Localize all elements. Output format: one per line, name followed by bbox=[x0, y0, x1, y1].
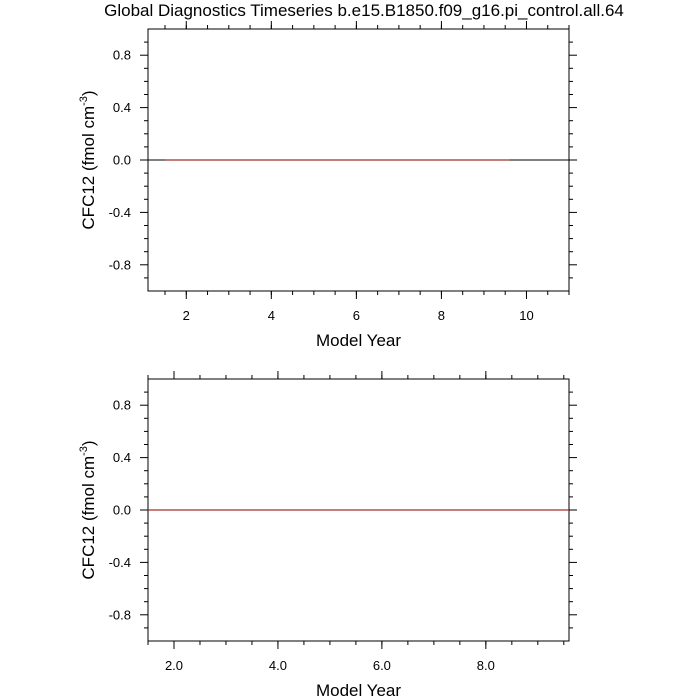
y-tick-label: -0.4 bbox=[109, 205, 131, 220]
y-tick-label: -0.4 bbox=[109, 555, 131, 570]
y-axis-title-main: CFC12 (fmol cm bbox=[79, 106, 98, 230]
y-axis-title-close: ) bbox=[79, 90, 98, 96]
y-tick-label: 0.4 bbox=[113, 450, 131, 465]
x-tick-label: 8 bbox=[438, 308, 445, 323]
y-tick-label: -0.8 bbox=[109, 257, 131, 272]
x-tick-label: 10 bbox=[519, 308, 533, 323]
x-axis-title: Model Year bbox=[316, 681, 401, 700]
y-axis-title-close: ) bbox=[79, 440, 98, 446]
y-tick-label: 0.0 bbox=[113, 153, 131, 168]
x-tick-label: 4.0 bbox=[269, 658, 287, 673]
y-axis-title-superscript: -3 bbox=[78, 96, 90, 106]
y-axis-title-main: CFC12 (fmol cm bbox=[79, 456, 98, 580]
y-axis-title: CFC12 (fmol cm-3) bbox=[78, 90, 98, 229]
chart-panel-2: 0.8 0.4 0.0 -0.4 -0.8 2.0 4.0 6.0 8.0 Model Year C… bbox=[78, 371, 577, 700]
chart-panel-1: 0.8 0.4 0.0 -0.4 -0.8 2 4 6 8 10 Model Year CFC12 (… bbox=[78, 21, 577, 350]
y-tick-label: 0.8 bbox=[113, 398, 131, 413]
x-tick-label: 6.0 bbox=[373, 658, 391, 673]
page-title: Global Diagnostics Timeseries b.e15.B185… bbox=[104, 1, 624, 20]
x-tick-label: 4 bbox=[268, 308, 275, 323]
x-tick-label: 8.0 bbox=[477, 658, 495, 673]
x-tick-label: 2 bbox=[183, 308, 190, 323]
y-tick-label: 0.0 bbox=[113, 503, 131, 518]
x-tick-label: 6 bbox=[353, 308, 360, 323]
y-tick-label: 0.8 bbox=[113, 48, 131, 63]
y-tick-label: -0.8 bbox=[109, 607, 131, 622]
x-tick-label: 2.0 bbox=[165, 658, 183, 673]
y-axis-title-superscript: -3 bbox=[78, 446, 90, 456]
x-axis-title: Model Year bbox=[316, 331, 401, 350]
y-axis-title: CFC12 (fmol cm-3) bbox=[78, 440, 98, 579]
y-tick-label: 0.4 bbox=[113, 100, 131, 115]
